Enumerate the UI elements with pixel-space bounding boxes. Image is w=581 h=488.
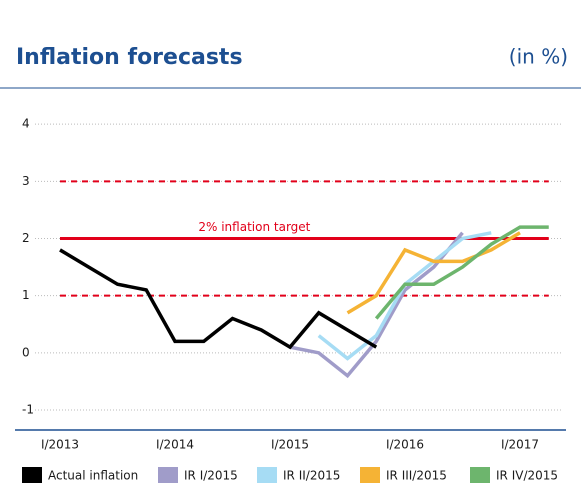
y-tick-label: -1 bbox=[22, 402, 34, 416]
series-line bbox=[289, 231, 464, 379]
x-tick-label: I/2015 bbox=[271, 438, 309, 452]
legend-label: IR IV/2015 bbox=[496, 469, 558, 483]
series-line bbox=[59, 248, 378, 350]
y-tick-label: 0 bbox=[22, 345, 30, 359]
legend-label: IR I/2015 bbox=[184, 469, 238, 483]
x-tick-label: I/2017 bbox=[501, 438, 539, 452]
legend-swatch bbox=[22, 467, 42, 483]
x-tick-label: I/2013 bbox=[41, 438, 79, 452]
legend-swatch bbox=[470, 467, 490, 483]
legend-label: Actual inflation bbox=[48, 469, 138, 483]
legend-swatch bbox=[158, 467, 178, 483]
y-tick-label: 3 bbox=[22, 174, 30, 188]
target-label: 2% inflation target bbox=[198, 220, 310, 234]
chart-subtitle: (in %) bbox=[509, 45, 568, 69]
x-tick-label: I/2016 bbox=[386, 438, 424, 452]
y-tick-label: 4 bbox=[22, 117, 30, 131]
legend-swatch bbox=[257, 467, 277, 483]
y-tick-label: 1 bbox=[22, 288, 30, 302]
legend-swatch bbox=[360, 467, 380, 483]
series-line bbox=[374, 225, 549, 320]
x-tick-label: I/2014 bbox=[156, 438, 194, 452]
y-tick-label: 2 bbox=[22, 231, 30, 245]
legend-label: IR III/2015 bbox=[386, 469, 447, 483]
legend-label: IR II/2015 bbox=[283, 469, 340, 483]
series-line bbox=[346, 231, 521, 315]
chart-title: Inflation forecasts bbox=[16, 45, 243, 70]
